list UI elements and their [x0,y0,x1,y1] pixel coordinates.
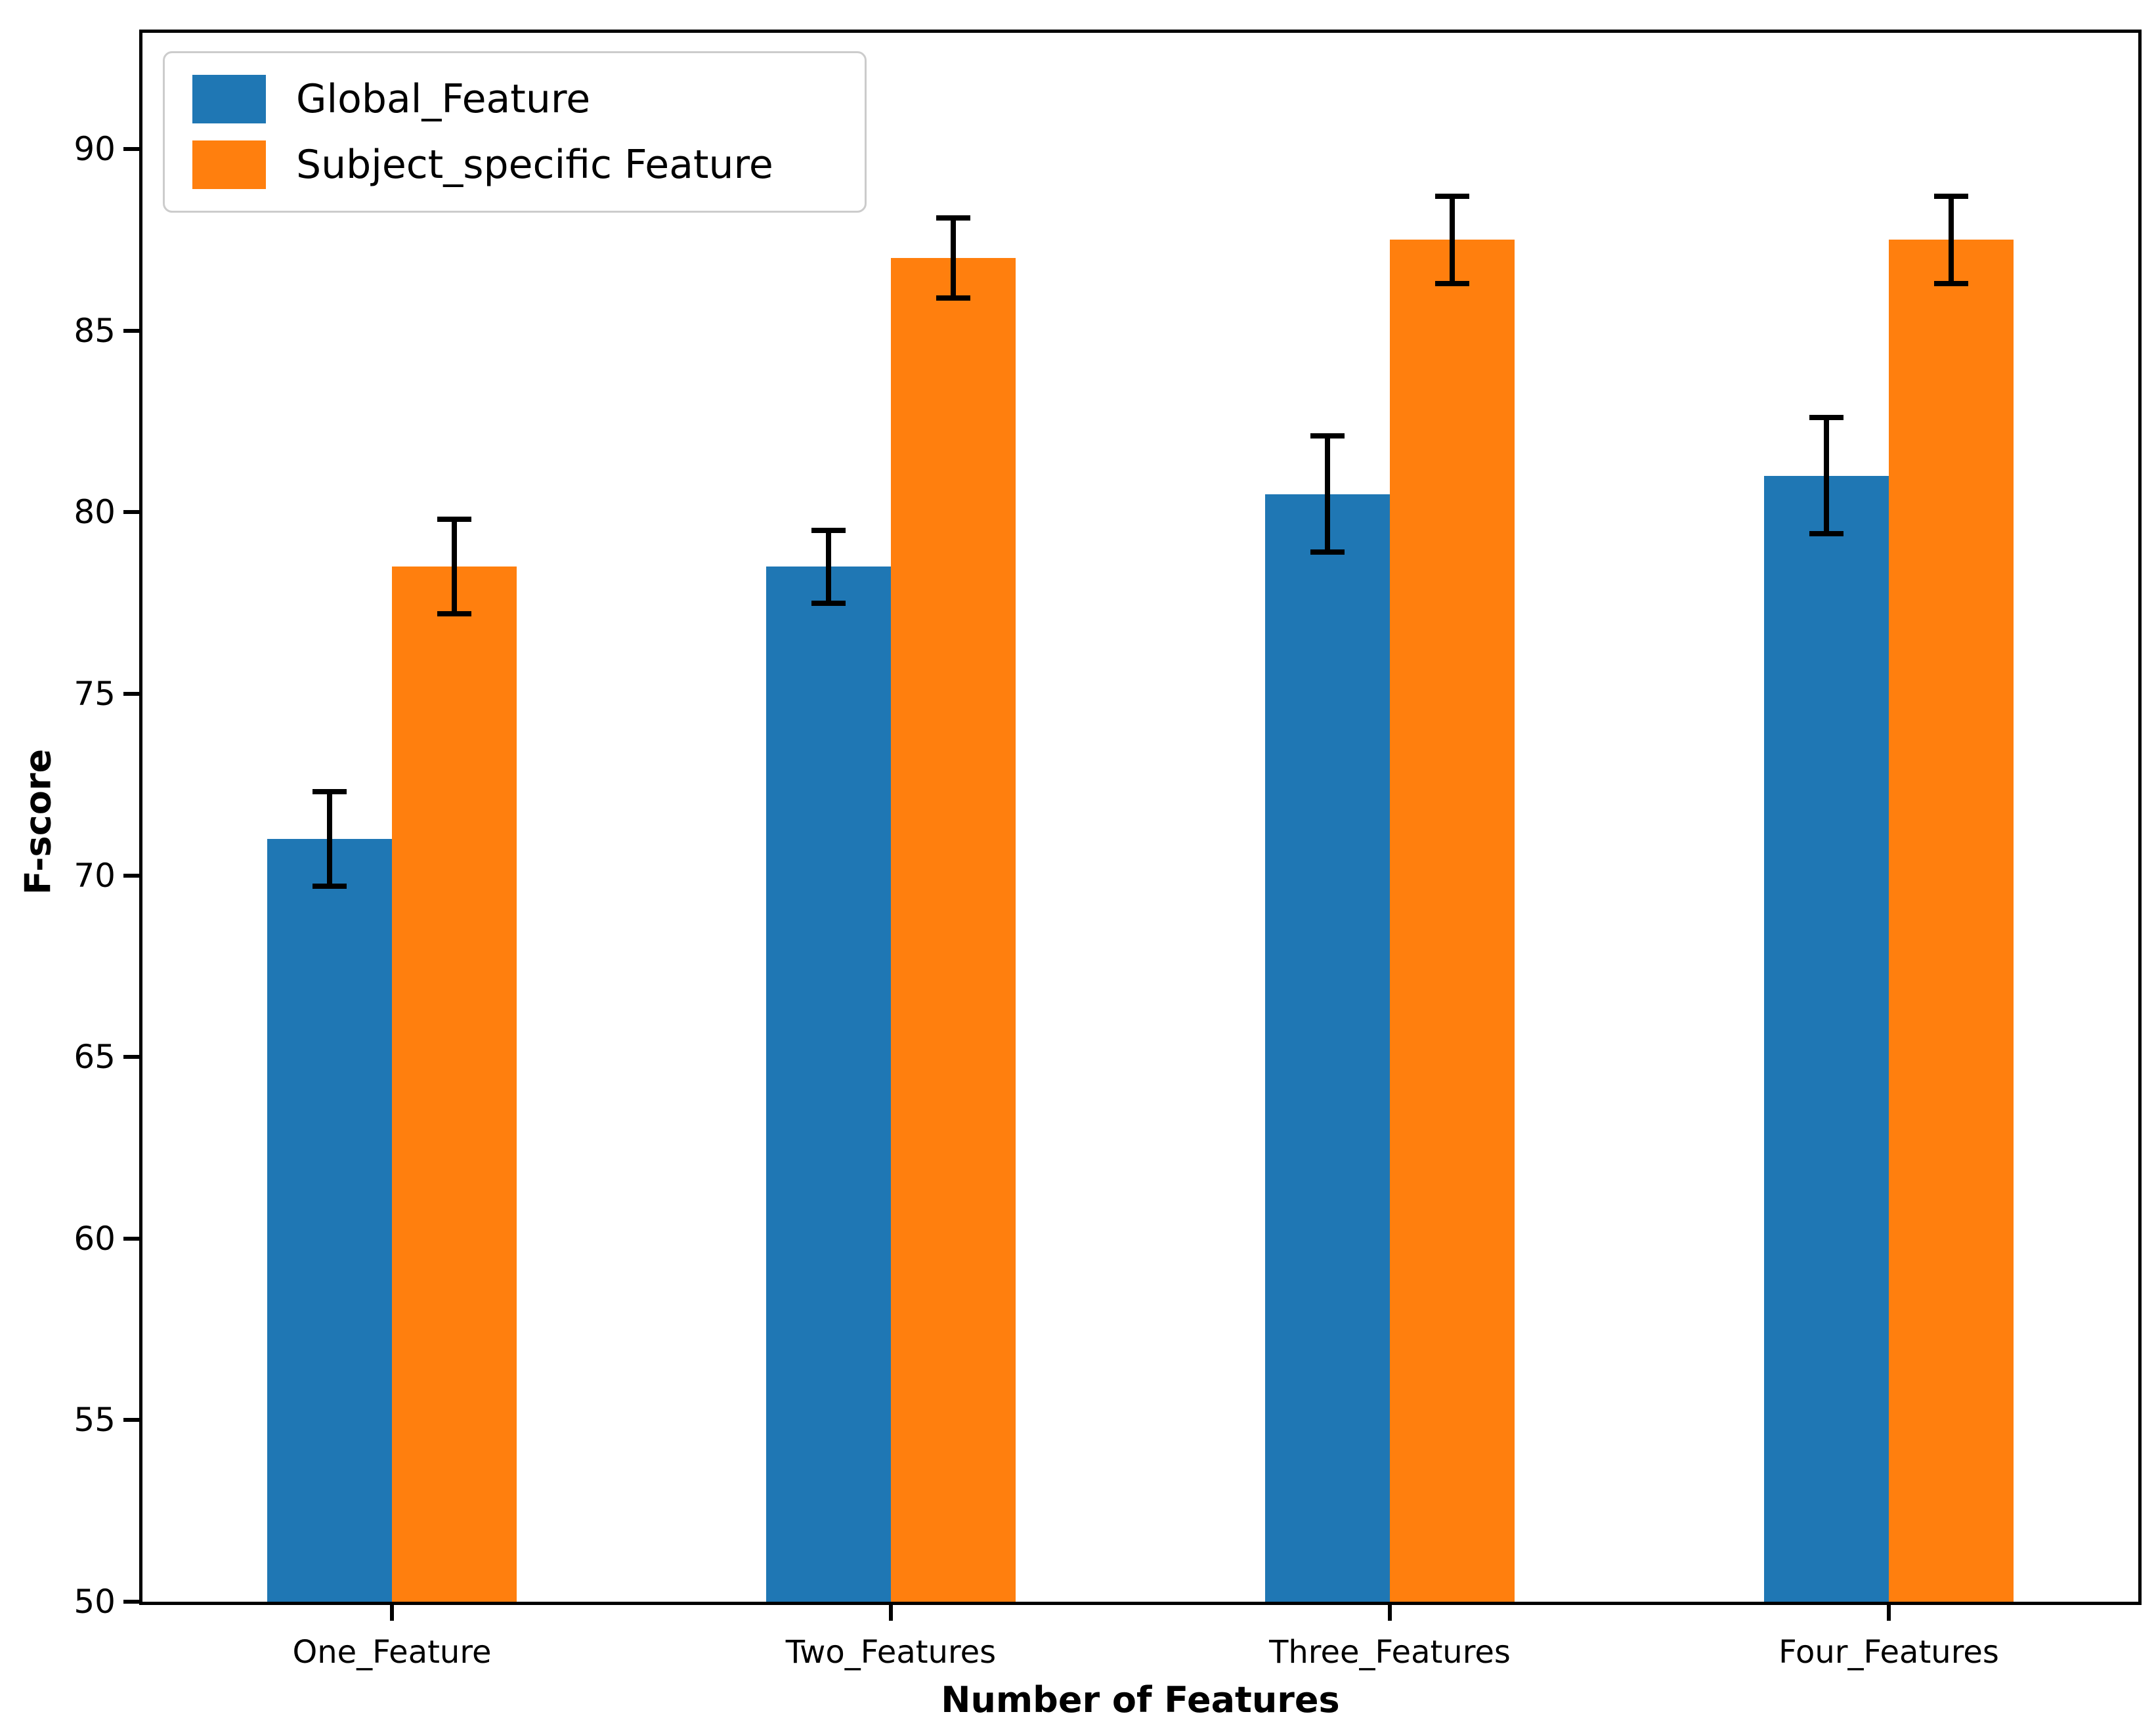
y-axis-title: F-score [17,748,59,895]
y-axis-tick-label-85: 85 [74,311,116,350]
y-axis-tick-label-70: 70 [74,856,116,895]
y-axis-tick-50 [123,1600,139,1604]
y-axis-tick-label-90: 90 [74,130,116,169]
error-bar-cap-bottom [1809,531,1843,537]
x-axis-tick-three_features [1388,1605,1392,1621]
y-axis-tick-85 [123,328,139,333]
plot-area: Global_Feature Subject_specific Feature [139,30,2142,1605]
x-axis-tick-two_features [889,1605,893,1621]
x-axis-title: Number of Features [941,1679,1340,1721]
x-axis-tick-label-three_features: Three_Features [1269,1634,1511,1671]
bar-subject-specific-feature-three_features [1390,240,1515,1602]
error-bar-whisker [951,218,956,298]
error-bar-cap-top [936,215,970,221]
error-bar-cap-top [1435,193,1469,199]
error-bar-cap-top [437,517,471,523]
x-axis-tick-label-two_features: Two_Features [785,1634,997,1671]
error-bar-whisker [1325,436,1330,553]
error-bar-cap-bottom [811,600,846,606]
error-bar-whisker [1824,417,1829,534]
error-bar-cap-top [1310,433,1345,439]
y-axis-tick-65 [123,1055,139,1059]
bar-global-feature-four_features [1764,475,1889,1602]
error-bar-cap-top [313,789,347,795]
legend-label-global-feature: Global_Feature [296,76,591,122]
legend-item-global-feature: Global_Feature [192,75,837,123]
y-axis-tick-80 [123,510,139,515]
error-bar-cap-bottom [313,884,347,889]
error-bar-whisker [327,792,332,887]
error-bar-cap-top [1809,415,1843,421]
y-axis-tick-label-65: 65 [74,1038,116,1077]
y-axis-tick-90 [123,147,139,152]
bar-global-feature-three_features [1265,494,1390,1602]
y-axis-tick-label-60: 60 [74,1219,116,1258]
legend-swatch-subject-specific-feature [192,140,266,189]
x-axis-tick-label-four_features: Four_Features [1779,1634,1999,1671]
y-axis-tick-label-55: 55 [74,1401,116,1440]
error-bar-cap-bottom [1934,280,1968,286]
error-bar-whisker [452,519,457,614]
error-bar-cap-bottom [1310,549,1345,555]
error-bar-whisker [1450,196,1455,284]
legend-item-subject-specific-feature: Subject_specific Feature [192,140,837,189]
legend: Global_Feature Subject_specific Feature [163,51,867,213]
error-bar-whisker [826,530,831,603]
x-axis-tick-one_feature [390,1605,394,1621]
legend-label-subject-specific-feature: Subject_specific Feature [296,142,773,188]
legend-swatch-global-feature [192,75,266,123]
y-axis-tick-label-75: 75 [74,674,116,713]
error-bar-whisker [1949,196,1954,284]
bar-global-feature-two_features [766,567,891,1602]
bar-global-feature-one_feature [267,839,392,1602]
bar-subject-specific-feature-four_features [1889,240,2014,1602]
error-bar-cap-top [1934,193,1968,199]
y-axis-tick-60 [123,1236,139,1241]
error-bar-cap-top [811,527,846,533]
x-axis-tick-four_features [1887,1605,1891,1621]
bar-subject-specific-feature-one_feature [392,567,517,1602]
bar-subject-specific-feature-two_features [891,258,1016,1602]
error-bar-cap-bottom [437,611,471,617]
y-axis-tick-label-50: 50 [74,1583,116,1621]
y-axis-tick-70 [123,873,139,878]
y-axis-tick-75 [123,691,139,696]
y-axis-tick-label-80: 80 [74,493,116,532]
error-bar-cap-bottom [936,295,970,301]
x-axis-tick-label-one_feature: One_Feature [292,1634,492,1671]
error-bar-cap-bottom [1435,280,1469,286]
y-axis-tick-55 [123,1418,139,1423]
